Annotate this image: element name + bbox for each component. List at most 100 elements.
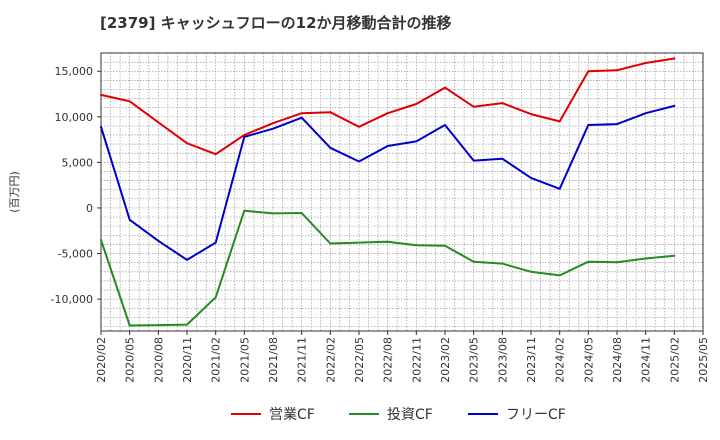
x-tick-label: 2021/05: [238, 337, 251, 383]
x-tick-label: 2021/11: [296, 337, 309, 383]
plot-frame: [100, 52, 704, 332]
x-tick-label: 2020/08: [152, 337, 165, 383]
series-layer: [100, 57, 676, 327]
data-point: [186, 142, 188, 145]
legend-label: 営業CF: [269, 407, 315, 423]
x-tick-label: 2023/11: [525, 337, 538, 383]
data-point: [444, 86, 446, 89]
x-tick-label: 2020/05: [124, 337, 137, 383]
data-point: [415, 140, 418, 143]
data-point: [530, 113, 532, 115]
x-tick-label: 2021/02: [210, 337, 223, 383]
data-point: [501, 157, 504, 160]
data-point: [644, 257, 647, 260]
y-tick-label: 15,000: [55, 65, 94, 78]
x-tick-label: 2025/02: [668, 337, 681, 383]
x-tick-label: 2024/08: [611, 337, 624, 383]
x-tick-label: 2022/08: [382, 337, 395, 383]
data-point: [272, 122, 274, 125]
data-point: [444, 244, 446, 247]
data-point: [501, 102, 504, 104]
y-tick-label: -10,000: [51, 293, 93, 306]
data-point: [243, 136, 246, 138]
data-point: [558, 187, 561, 190]
data-point: [587, 70, 590, 73]
y-tick-label: -5,000: [58, 248, 93, 261]
data-point: [329, 146, 332, 149]
data-point: [128, 324, 131, 327]
data-point: [272, 127, 274, 130]
x-tick-label: 2020/02: [95, 337, 108, 383]
x-tick-label: 2024/11: [640, 337, 653, 383]
x-tick-label: 2023/05: [468, 337, 481, 383]
data-point: [358, 160, 360, 163]
x-tick-label: 2022/02: [324, 337, 337, 383]
data-point: [214, 296, 217, 299]
data-point: [300, 212, 303, 214]
data-point: [100, 125, 102, 128]
data-point: [386, 112, 389, 115]
data-point: [673, 57, 676, 60]
data-point: [386, 240, 389, 243]
data-point: [214, 153, 217, 156]
data-point: [186, 323, 188, 326]
x-tick-label: 2020/11: [181, 337, 194, 383]
data-point: [444, 124, 446, 126]
data-point: [558, 120, 561, 123]
data-point: [214, 241, 217, 244]
data-point: [644, 62, 647, 64]
grid-layer: [100, 52, 704, 331]
plot-area: [101, 53, 703, 331]
data-point: [616, 69, 618, 72]
chart-title: [2379] キャッシュフローの12か月移動合計の推移: [100, 14, 452, 32]
data-point: [415, 103, 418, 105]
legend-label: フリーCF: [506, 407, 566, 423]
data-point: [358, 241, 360, 244]
data-point: [358, 125, 360, 128]
data-point: [472, 105, 475, 108]
data-point: [329, 111, 332, 114]
data-point: [558, 274, 561, 277]
data-point: [157, 121, 160, 124]
data-point: [243, 134, 246, 136]
y-tick-label: 10,000: [55, 111, 94, 124]
data-point: [644, 112, 647, 115]
data-point: [100, 239, 102, 241]
x-tick-label: 2024/02: [554, 337, 567, 383]
data-point: [616, 123, 618, 125]
y-axis-label: (百万円): [8, 171, 21, 213]
x-tick-label: 2025/05: [697, 337, 710, 383]
data-point: [501, 262, 504, 265]
data-point: [300, 116, 303, 119]
data-point: [157, 239, 160, 242]
y-tick-label: 5,000: [62, 156, 94, 169]
data-point: [186, 259, 188, 261]
data-point: [100, 94, 102, 96]
data-point: [616, 261, 618, 264]
data-point: [530, 270, 532, 273]
data-point: [472, 159, 475, 162]
legend-label: 投資CF: [387, 407, 433, 423]
data-point: [157, 324, 160, 326]
x-tick-label: 2021/08: [267, 337, 280, 383]
data-point: [243, 209, 246, 212]
data-point: [415, 244, 418, 247]
x-tick-label: 2024/05: [582, 337, 595, 383]
x-tick-label: 2022/11: [410, 337, 423, 383]
data-point: [329, 242, 332, 245]
x-tick-label: 2023/02: [439, 337, 452, 383]
data-point: [587, 260, 590, 263]
data-point: [128, 100, 131, 103]
x-tick-label: 2023/08: [496, 337, 509, 383]
axis-layer: 15,000 10,000 5,000 0 -5,000 -10,000 (百万円) 2020…: [8, 52, 710, 383]
x-tick-label: 2022/05: [353, 337, 366, 383]
data-point: [673, 254, 676, 257]
data-point: [587, 124, 590, 126]
y-tick-label: 0: [86, 202, 93, 215]
data-point: [530, 177, 532, 179]
data-point: [300, 112, 303, 115]
data-point: [128, 218, 131, 221]
data-point: [272, 212, 274, 215]
data-point: [386, 145, 389, 147]
